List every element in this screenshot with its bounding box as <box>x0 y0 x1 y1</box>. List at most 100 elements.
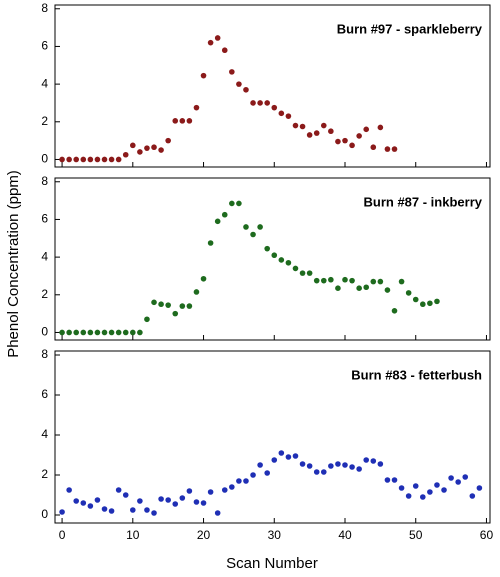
point <box>335 461 341 467</box>
point <box>115 487 122 493</box>
point <box>193 104 200 111</box>
point <box>377 278 384 285</box>
point <box>236 478 242 484</box>
point <box>342 462 348 468</box>
point <box>229 69 235 75</box>
point <box>101 156 108 163</box>
point <box>349 464 355 470</box>
point <box>335 138 341 145</box>
point <box>165 302 171 308</box>
point <box>342 276 348 283</box>
point <box>427 489 433 495</box>
point <box>186 488 193 494</box>
point <box>306 463 313 469</box>
point <box>271 252 278 259</box>
point <box>299 270 306 276</box>
point <box>101 329 108 336</box>
point <box>271 104 278 111</box>
point <box>391 477 398 483</box>
point <box>455 479 461 485</box>
point <box>200 72 207 79</box>
point <box>243 86 249 93</box>
point <box>66 487 72 493</box>
point <box>158 147 164 153</box>
point <box>398 278 405 285</box>
point <box>384 287 391 293</box>
point <box>94 329 101 336</box>
x-tick-label: 0 <box>59 528 66 542</box>
point <box>257 462 263 468</box>
point <box>363 457 370 463</box>
point <box>144 316 150 323</box>
point <box>250 472 256 478</box>
y-tick-label: 2 <box>41 114 48 128</box>
point <box>87 503 94 509</box>
point <box>448 475 454 481</box>
point <box>73 156 80 163</box>
y-tick-label: 8 <box>41 1 48 15</box>
point <box>271 457 278 463</box>
point <box>66 329 72 336</box>
point <box>285 259 292 266</box>
point <box>356 285 362 291</box>
point <box>115 329 122 336</box>
point <box>299 123 306 130</box>
x-tick-label: 60 <box>480 528 494 542</box>
point <box>313 469 320 475</box>
point <box>94 497 101 503</box>
point <box>328 128 334 135</box>
point <box>349 142 355 149</box>
point <box>122 329 129 336</box>
x-tick-label: 10 <box>126 528 140 542</box>
point <box>370 278 377 285</box>
point <box>186 303 193 309</box>
point <box>412 483 419 489</box>
point <box>370 144 377 151</box>
point <box>363 126 370 133</box>
x-tick-label: 30 <box>268 528 282 542</box>
point <box>130 329 136 336</box>
panel-annotation: Burn #97 - sparkleberry <box>337 21 483 36</box>
point <box>384 146 391 152</box>
point <box>285 113 292 119</box>
point <box>356 133 362 139</box>
y-tick-label: 0 <box>41 325 48 339</box>
point <box>405 493 412 499</box>
point <box>214 218 221 225</box>
point <box>236 200 242 207</box>
point <box>59 509 65 515</box>
y-tick-label: 4 <box>41 76 48 90</box>
point <box>172 310 179 317</box>
point <box>158 496 164 502</box>
point <box>398 485 405 491</box>
point <box>285 454 292 460</box>
point <box>151 510 157 516</box>
point <box>207 240 214 246</box>
y-axis-label: Phenol Concentration (ppm) <box>5 170 22 358</box>
point <box>243 478 249 484</box>
point <box>229 200 235 207</box>
point <box>172 118 179 124</box>
point <box>179 118 186 124</box>
point <box>384 477 391 483</box>
point <box>313 277 320 284</box>
point <box>59 329 65 336</box>
point <box>292 265 299 272</box>
point <box>356 466 362 472</box>
point <box>73 498 80 504</box>
point <box>80 329 87 336</box>
point <box>391 146 398 152</box>
point <box>264 245 270 252</box>
point <box>101 506 108 512</box>
point <box>427 300 433 307</box>
point <box>200 500 207 506</box>
point <box>257 100 263 106</box>
point <box>221 211 228 218</box>
point <box>193 289 200 295</box>
point <box>151 299 157 306</box>
point <box>434 298 440 305</box>
point <box>207 489 214 495</box>
point <box>377 124 384 131</box>
y-tick-label: 0 <box>41 507 48 521</box>
